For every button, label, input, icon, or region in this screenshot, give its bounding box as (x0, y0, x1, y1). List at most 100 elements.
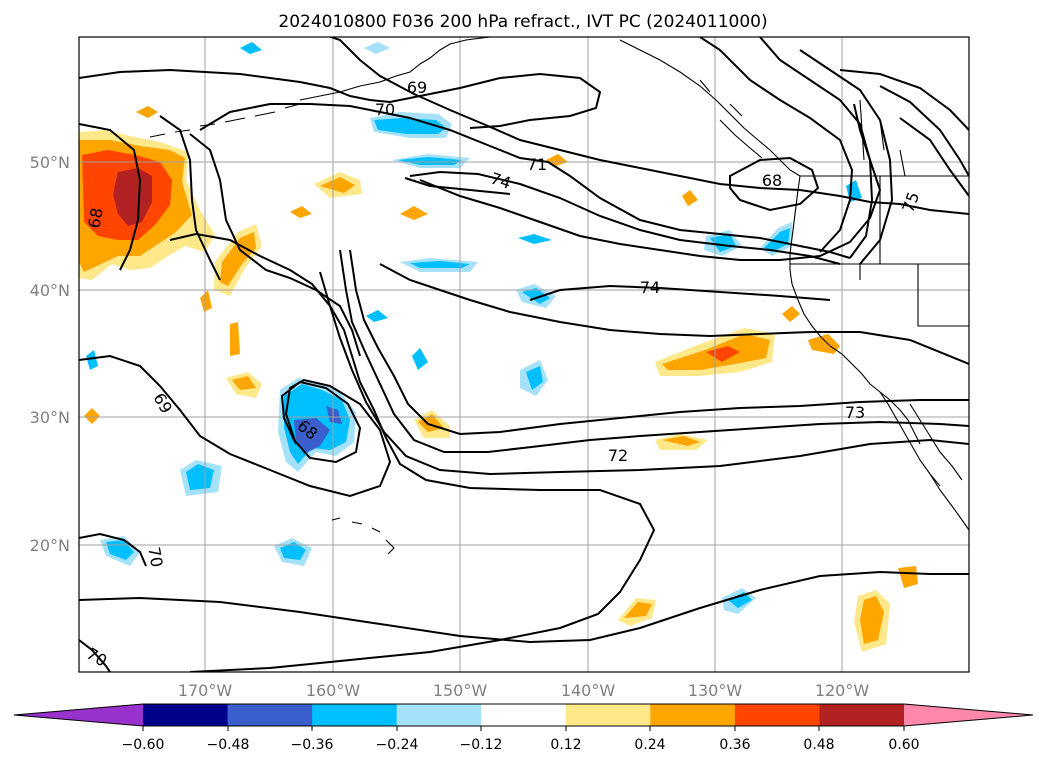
anomaly-patch-coast-124w (808, 334, 840, 354)
lat-tick-label: 20°N (30, 536, 70, 555)
lat-tick-label: 50°N (30, 153, 70, 172)
refractivity-contours (79, 37, 969, 672)
contour-west-3 (189, 133, 361, 357)
contour-mid-2 (349, 249, 969, 436)
colorbar-segment (143, 704, 229, 726)
map-background (79, 37, 969, 672)
lon-tick-labels: 170°W 160°W 150°W 140°W 130°W 120°W (178, 681, 870, 700)
contour-east-5 (799, 49, 894, 265)
colorbar-label: −0.48 (207, 737, 250, 753)
colorbar-extend-low (14, 704, 143, 726)
lon-tick-label: 140°W (561, 681, 616, 700)
anomaly-patch-dot-neg-7 (86, 350, 98, 370)
anomaly-patch-dateline-1-core (320, 177, 355, 193)
colorbar-label: −0.60 (122, 737, 165, 753)
baja-california (879, 391, 963, 487)
contour-70-southwest (79, 639, 111, 672)
anomaly-patch-coast-114w (898, 566, 918, 588)
contour-label: 71 (527, 155, 547, 174)
bc-islands (699, 79, 763, 159)
colorbar-label: 0.24 (634, 737, 665, 753)
colorbar-label: −0.24 (376, 737, 419, 753)
contour-east-6 (839, 69, 969, 131)
contour-label: 70 (144, 545, 166, 568)
anomaly-patch-dot-6 (682, 190, 698, 206)
anomaly-patch-dot-4 (84, 408, 100, 424)
anomaly-patch-dot-3 (136, 106, 158, 118)
anomaly-patch-dot-neg-4 (364, 42, 390, 54)
positive-anomaly-shading (79, 106, 918, 652)
colorbar-extend-high (904, 704, 1033, 726)
colorbar-label: 0.48 (803, 737, 834, 753)
colorbar-label: 0.36 (719, 737, 750, 753)
colorbar: −0.60 −0.48 −0.36 −0.24 −0.12 0.12 0.24 … (13, 703, 1034, 753)
anomaly-patch-144w-core (522, 288, 550, 304)
contour-west-1 (79, 123, 142, 271)
contour-73 (339, 249, 969, 453)
lon-tick-label: 120°W (815, 681, 870, 700)
colorbar-segment (565, 704, 651, 726)
anomaly-patch-dot-7 (782, 306, 800, 322)
colorbar-segment (227, 704, 313, 726)
anomaly-patch-130w-core (710, 234, 736, 252)
colorbar-segments (14, 704, 1033, 726)
colorbar-label: 0.60 (888, 737, 919, 753)
colorbar-segment (396, 704, 482, 726)
contour-east-2 (419, 103, 882, 261)
us-state-borders (790, 176, 969, 327)
contour-south-1 (79, 570, 969, 644)
anomaly-patch-160w-inner-2 (326, 406, 342, 424)
contour-label: 68 (84, 206, 106, 229)
lon-tick-label: 170°W (178, 681, 233, 700)
colorbar-label: −0.12 (460, 737, 503, 753)
us-west-coast (789, 175, 921, 445)
anomaly-patch-170w-core (186, 464, 214, 490)
contour-74-inner (404, 177, 511, 195)
anomaly-patch-172w-core (220, 232, 256, 286)
contour-west-4 (169, 232, 656, 672)
contour-70-south (79, 532, 147, 567)
colorbar-ticks (142, 726, 905, 731)
contour-74 (409, 170, 841, 265)
lat-tick-label: 30°N (30, 408, 70, 427)
contour-east-4 (759, 37, 874, 259)
lon-tick-label: 130°W (688, 681, 743, 700)
contour-west-2 (159, 115, 221, 281)
anomaly-patch-162w-core (280, 542, 306, 560)
contour-east-7 (879, 85, 969, 177)
anomaly-patch-150w-core (410, 261, 470, 268)
contour-east-8 (899, 117, 969, 197)
anomaly-patch-dot-8 (230, 322, 240, 356)
anomaly-patch-dot-neg-5 (240, 42, 262, 54)
contour-mid-1 (379, 263, 969, 365)
contour-label: 68 (762, 171, 782, 190)
anomaly-patch-160w-inner (294, 418, 330, 454)
lon-tick-label: 150°W (433, 681, 488, 700)
anomaly-patch-142w-core (526, 366, 543, 390)
contour-label: 73 (845, 403, 865, 422)
contour-74-mid (529, 284, 831, 301)
contour-east-1 (327, 37, 969, 215)
anomaly-patch-165w-core (232, 376, 256, 390)
anomaly-patch-west-dateline-max (113, 168, 152, 226)
contour-72 (319, 271, 969, 476)
colorbar-segment (734, 704, 820, 726)
hawaii-islands (331, 517, 395, 555)
contour-label: 72 (608, 446, 628, 465)
colorbar-label: 0.12 (550, 737, 581, 753)
contour-label: 70 (375, 100, 395, 119)
contour-71 (199, 103, 851, 259)
negative-anomaly-shading (86, 42, 862, 614)
anomaly-patch-dot-neg-3 (366, 310, 388, 322)
anomaly-patch-dot-5 (546, 154, 568, 166)
alaska-panhandle-coast (619, 39, 801, 177)
map-frame (78, 36, 970, 673)
anomaly-patch-116w-core (860, 596, 884, 644)
contour-east-9 (729, 156, 820, 212)
contour-69-loop (79, 354, 392, 498)
contour-70-north (79, 68, 602, 129)
lat-tick-label: 40°N (30, 281, 70, 300)
anomaly-patch-128w-core (728, 592, 752, 608)
colorbar-segment (819, 704, 905, 726)
